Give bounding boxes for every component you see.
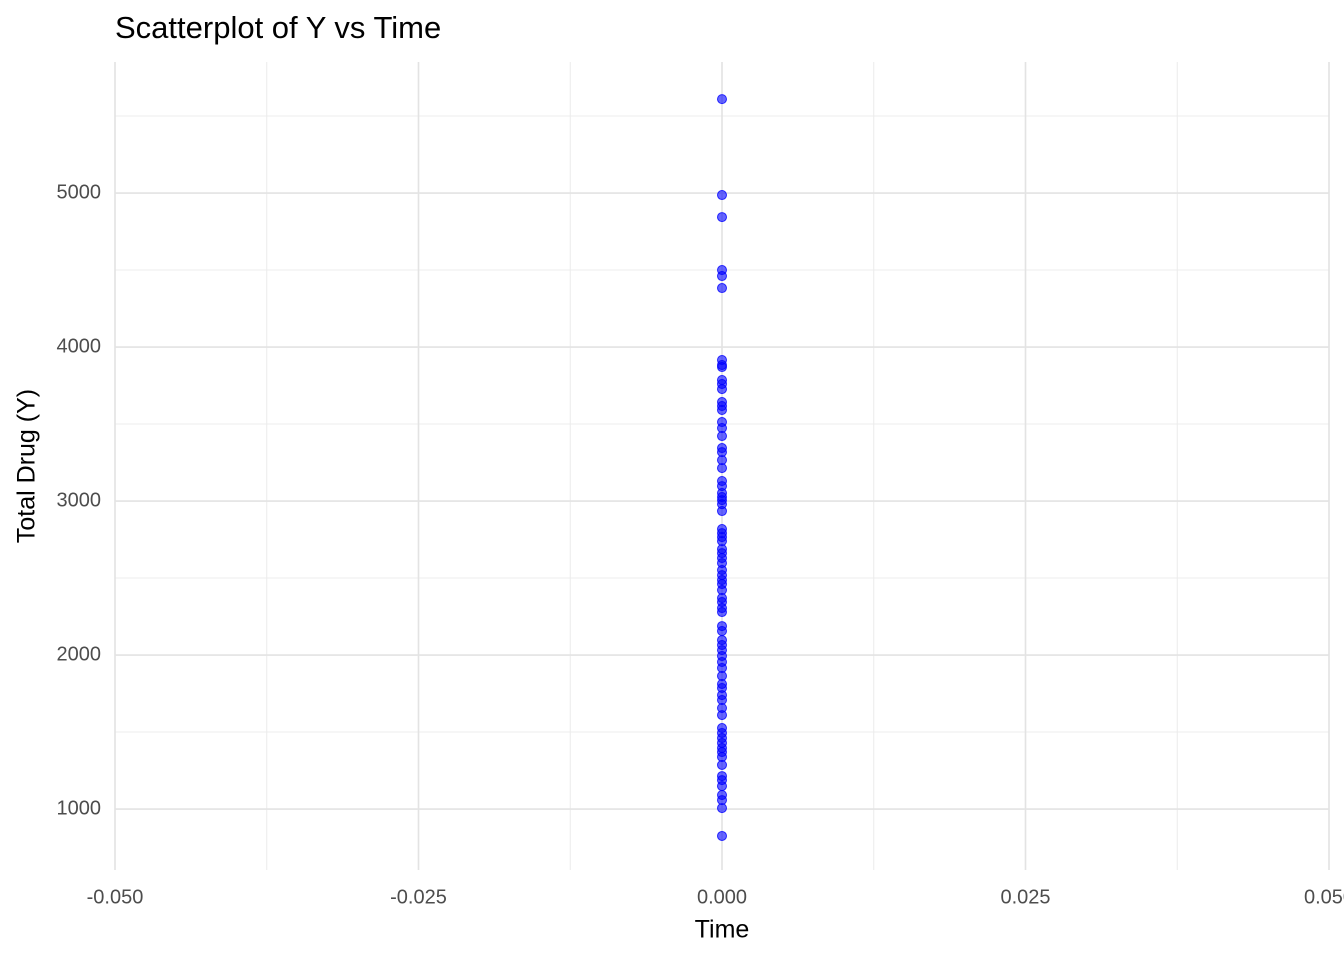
point: [717, 212, 727, 223]
x-tick-label: 0.000: [697, 886, 747, 908]
point: [717, 781, 727, 792]
x-tick-label: 0.050: [1304, 886, 1344, 908]
x-tick-label: 0.025: [1000, 886, 1050, 908]
point: [717, 405, 727, 416]
chart-title: Scatterplot of Y vs Time: [115, 10, 441, 45]
point: [717, 710, 727, 721]
point: [717, 271, 727, 282]
y-tick-label: 4000: [57, 335, 102, 357]
point: [717, 431, 727, 442]
y-tick-label: 2000: [57, 643, 102, 665]
point: [717, 463, 727, 474]
y-tick-label: 5000: [57, 181, 102, 203]
point: [717, 506, 727, 517]
y-axis-label: Total Drug (Y): [13, 389, 41, 543]
x-tick-label: -0.050: [87, 886, 144, 908]
point: [717, 190, 727, 201]
point: [717, 607, 727, 618]
x-axis-label: Time: [695, 916, 750, 944]
point: [717, 384, 727, 395]
point: [717, 803, 727, 814]
x-tick-label: -0.025: [390, 886, 447, 908]
point: [717, 362, 727, 373]
point: [717, 830, 727, 841]
y-tick-label: 3000: [57, 489, 102, 511]
point: [717, 626, 727, 637]
point: [717, 759, 727, 770]
point: [717, 94, 727, 105]
y-tick-label: 1000: [57, 797, 102, 819]
point: [717, 283, 727, 294]
